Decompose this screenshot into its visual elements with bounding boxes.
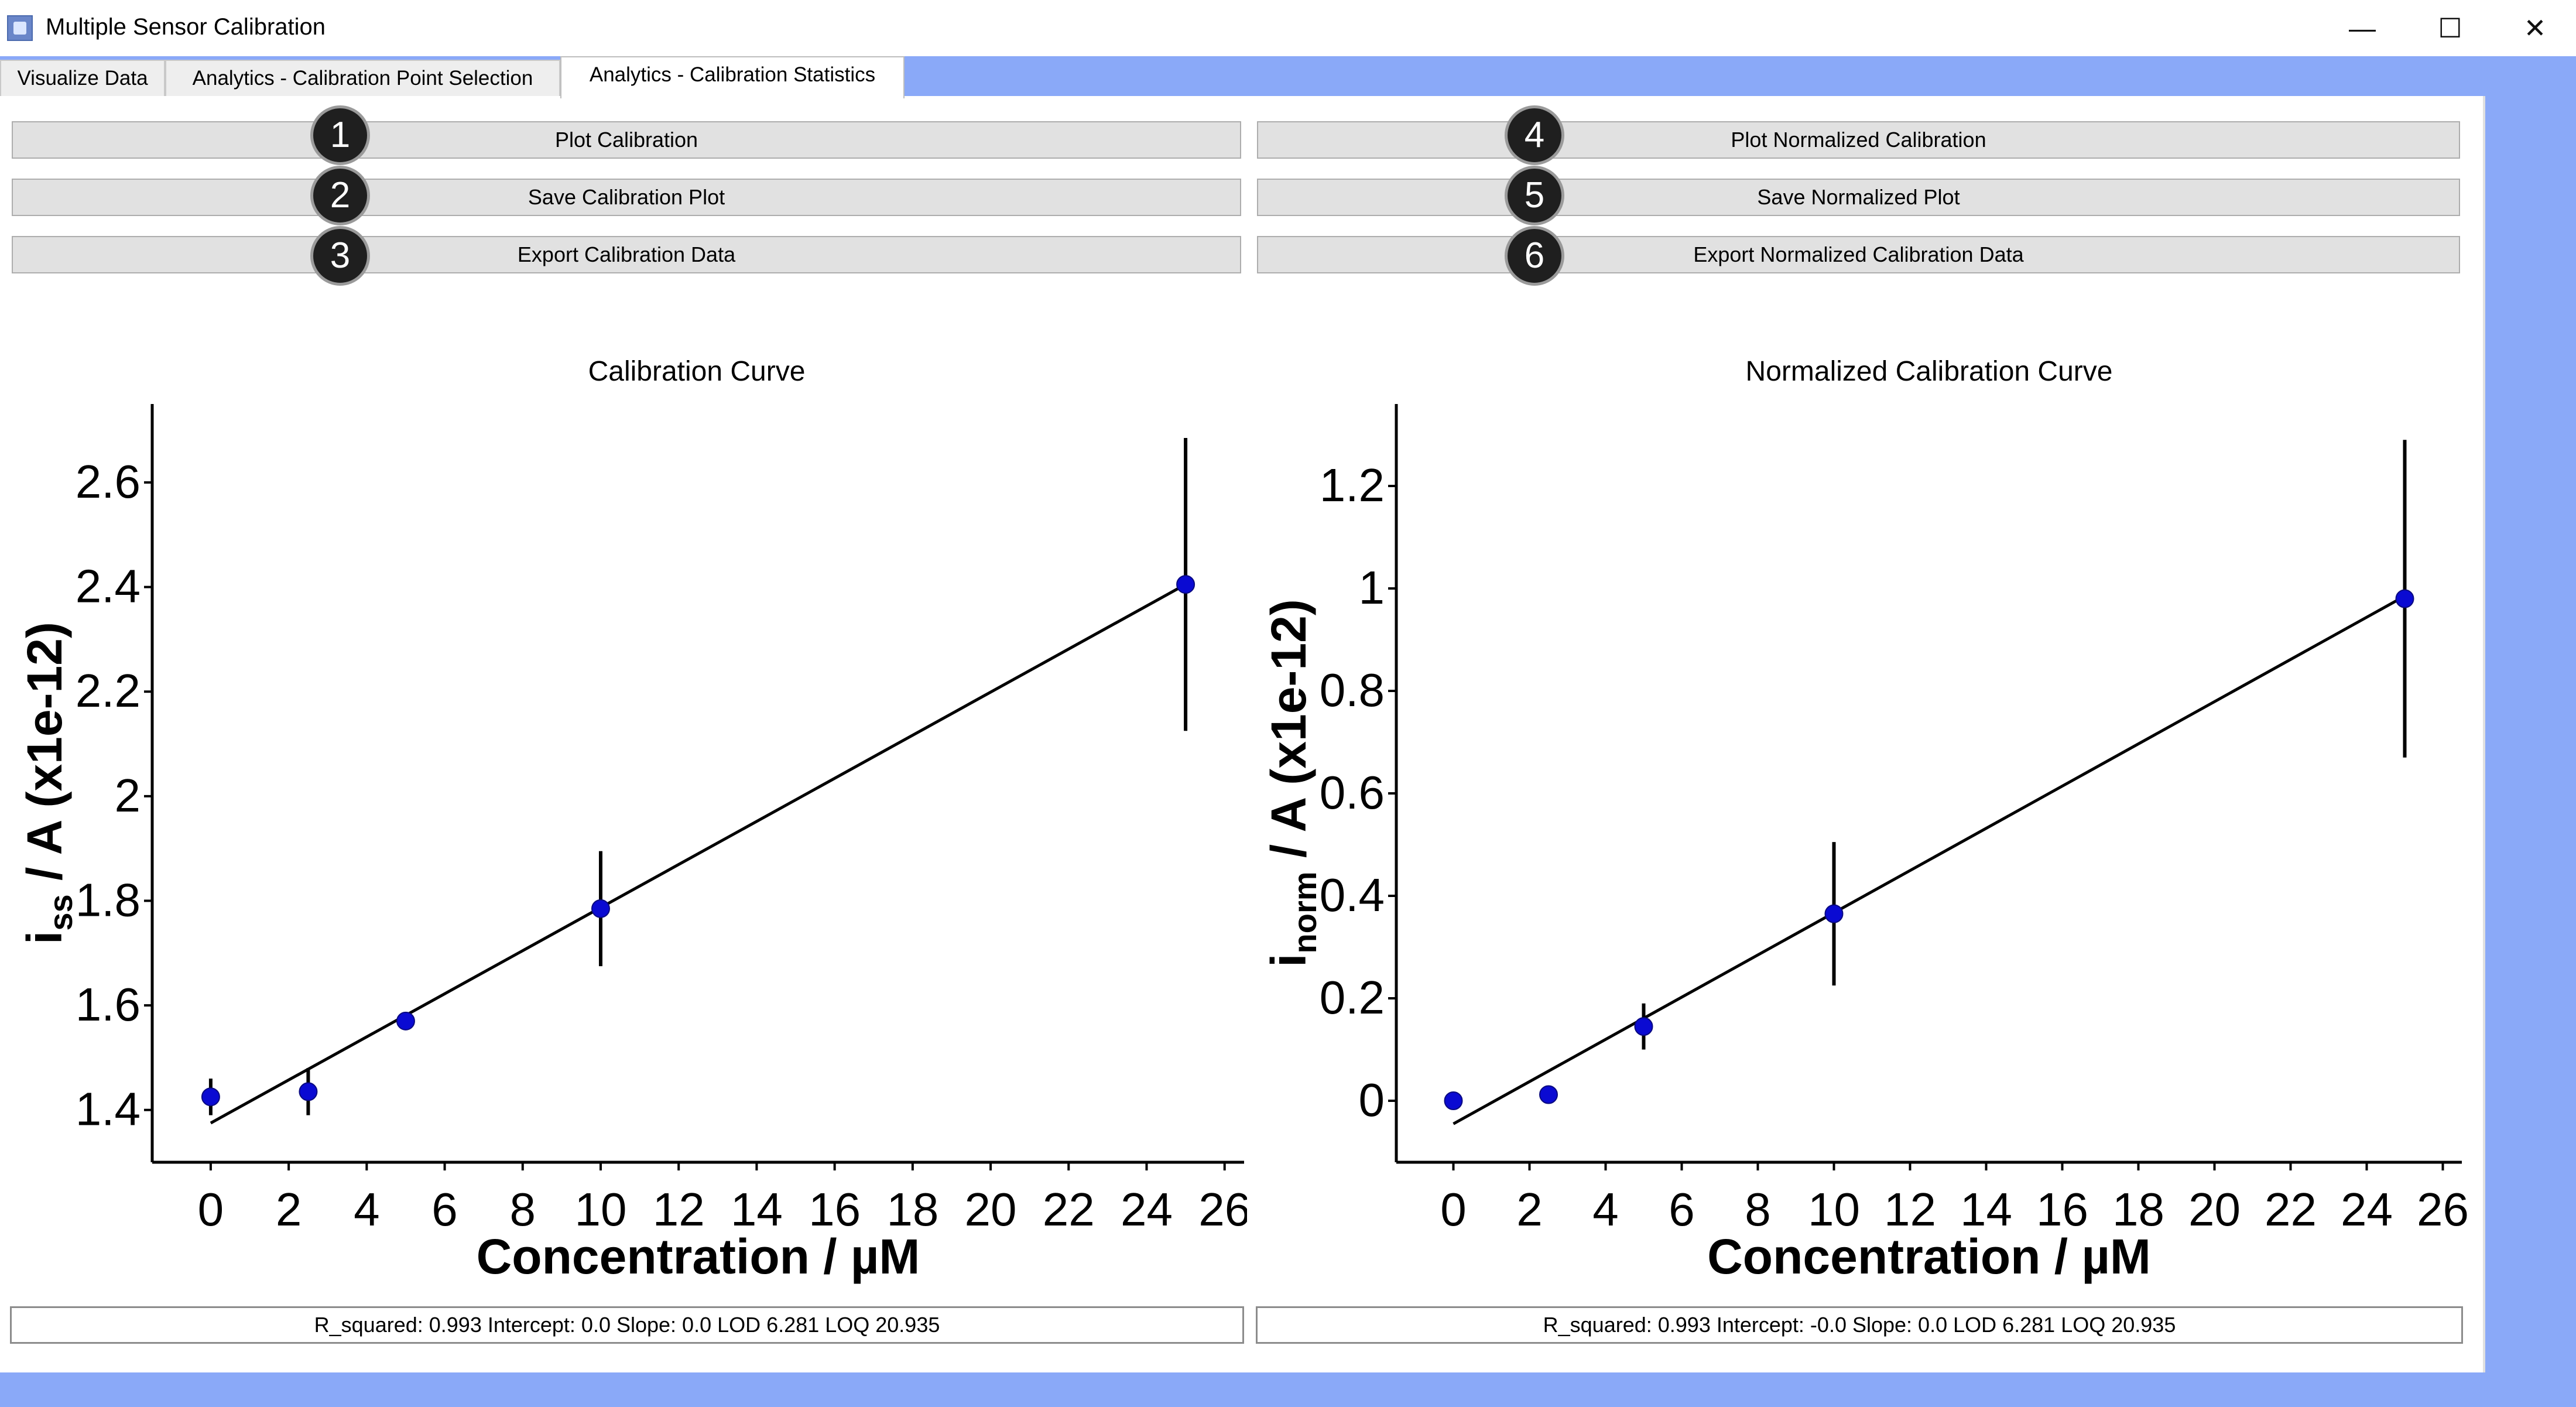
- x-axis-label: Concentration / µM: [477, 1229, 920, 1284]
- chart-title: Normalized Calibration Curve: [1746, 356, 2113, 387]
- x-tick-label: 4: [354, 1183, 380, 1235]
- y-tick-label: 2.6: [76, 456, 141, 508]
- x-tick-label: 24: [1121, 1183, 1173, 1235]
- y-axis-label-subscript: ss: [42, 894, 79, 930]
- x-tick-label: 26: [2417, 1183, 2469, 1235]
- x-tick-label: 12: [1884, 1183, 1936, 1235]
- y-tick-label: 1.8: [76, 874, 141, 926]
- window-background: [2485, 96, 2576, 1407]
- y-axis-label: iss / A (x1e-12): [17, 622, 79, 944]
- x-tick-label: 14: [1960, 1183, 2012, 1235]
- y-tick-label: 2.4: [76, 560, 141, 612]
- x-tick-label: 4: [1592, 1183, 1619, 1235]
- calibration-statistics-panel: [0, 96, 2485, 1372]
- data-point: [396, 1011, 415, 1031]
- y-tick-label: 1.6: [76, 978, 141, 1031]
- x-tick-label: 8: [510, 1183, 536, 1235]
- app-icon: [7, 15, 33, 41]
- y-axis-label-unit: / A (x1e-12): [17, 622, 72, 894]
- y-axis-label-main: i: [17, 931, 72, 944]
- data-point: [1444, 1091, 1463, 1110]
- y-tick-label: 1.2: [1320, 459, 1385, 511]
- y-tick-label: 2.2: [76, 665, 141, 717]
- y-axis-label-subscript: norm: [1286, 871, 1323, 953]
- maximize-icon[interactable]: ☐: [2438, 13, 2462, 43]
- x-tick-label: 2: [276, 1183, 302, 1235]
- x-tick-label: 14: [731, 1183, 783, 1235]
- data-point: [299, 1082, 318, 1101]
- minimize-icon[interactable]: —: [2349, 13, 2376, 43]
- y-tick-label: 1: [1359, 562, 1385, 614]
- tab-calibration-statistics[interactable]: Analytics - Calibration Statistics: [560, 56, 905, 98]
- callout-badge-6: 6: [1505, 226, 1564, 286]
- x-tick-label: 0: [198, 1183, 224, 1235]
- title-bar: Multiple Sensor Calibration — ☐ ✕: [0, 0, 2576, 56]
- x-tick-label: 16: [809, 1183, 861, 1235]
- normalized-calibration-curve-plot: Normalized Calibration Curve 0 0.2 0.4 0.6 0.…: [1261, 356, 2469, 1284]
- data-point: [1176, 575, 1195, 594]
- fit-line: [210, 583, 1187, 1125]
- tab-calibration-point-selection[interactable]: Analytics - Calibration Point Selection: [165, 60, 560, 96]
- data-point: [2395, 589, 2414, 608]
- normalized-stats-text: R_squared: 0.993 Intercept: -0.0 Slope: …: [1256, 1306, 2463, 1344]
- x-tick-label: 20: [965, 1183, 1017, 1235]
- data-point: [1539, 1085, 1558, 1104]
- export-normalized-calibration-data-button[interactable]: Export Normalized Calibration Data: [1257, 236, 2460, 273]
- y-tick-label: 2: [115, 769, 141, 821]
- y-tick-label: 0.8: [1320, 664, 1385, 716]
- y-tick-label: 1.4: [76, 1083, 141, 1135]
- y-axis-label-main: i: [1261, 953, 1316, 967]
- window-title: Multiple Sensor Calibration: [46, 14, 326, 40]
- x-tick-label: 12: [653, 1183, 705, 1235]
- window-background-bottom: [0, 1372, 2576, 1407]
- x-tick-label: 26: [1198, 1183, 1247, 1235]
- data-point: [591, 899, 610, 918]
- x-axis-label: Concentration / µM: [1707, 1229, 2151, 1284]
- x-tick-label: 24: [2341, 1183, 2393, 1235]
- plot-calibration-button[interactable]: Plot Calibration: [12, 121, 1241, 159]
- callout-badge-2: 2: [310, 166, 370, 225]
- x-tick-label: 18: [886, 1183, 938, 1235]
- fit-line: [1453, 594, 2406, 1125]
- x-tick-label: 0: [1440, 1183, 1467, 1235]
- plot-normalized-calibration-button[interactable]: Plot Normalized Calibration: [1257, 121, 2460, 159]
- save-normalized-plot-button[interactable]: Save Normalized Plot: [1257, 179, 2460, 216]
- y-tick-label: 0.2: [1320, 971, 1385, 1023]
- x-tick-label: 6: [431, 1183, 458, 1235]
- chart-title: Calibration Curve: [588, 356, 806, 387]
- x-tick-label: 20: [2188, 1183, 2241, 1235]
- y-tick-label: 0.4: [1320, 869, 1385, 921]
- x-tick-label: 22: [1043, 1183, 1095, 1235]
- callout-badge-1: 1: [310, 105, 370, 165]
- x-tick-label: 8: [1745, 1183, 1771, 1235]
- callout-badge-3: 3: [310, 226, 370, 286]
- x-tick-label: 18: [2112, 1183, 2164, 1235]
- tab-visualize-data[interactable]: Visualize Data: [0, 60, 165, 96]
- y-axis-label: inorm / A (x1e-12): [1261, 599, 1323, 967]
- data-point: [1634, 1017, 1653, 1036]
- y-axis-label-unit: / A (x1e-12): [1261, 599, 1316, 871]
- data-point: [201, 1087, 220, 1107]
- close-icon[interactable]: ✕: [2523, 13, 2547, 43]
- y-tick-label: 0.6: [1320, 766, 1385, 819]
- export-calibration-data-button[interactable]: Export Calibration Data: [12, 236, 1241, 273]
- y-tick-label: 0: [1359, 1074, 1385, 1126]
- x-tick-label: 22: [2265, 1183, 2317, 1235]
- callout-badge-4: 4: [1505, 105, 1564, 165]
- callout-badge-5: 5: [1505, 166, 1564, 225]
- calibration-stats-text: R_squared: 0.993 Intercept: 0.0 Slope: 0…: [10, 1306, 1244, 1344]
- x-tick-label: 2: [1516, 1183, 1543, 1235]
- x-tick-label: 6: [1669, 1183, 1695, 1235]
- save-calibration-plot-button[interactable]: Save Calibration Plot: [12, 179, 1241, 216]
- x-tick-label: 16: [2036, 1183, 2088, 1235]
- x-tick-label: 10: [574, 1183, 626, 1235]
- x-tick-label: 10: [1808, 1183, 1860, 1235]
- data-point: [1824, 904, 1844, 923]
